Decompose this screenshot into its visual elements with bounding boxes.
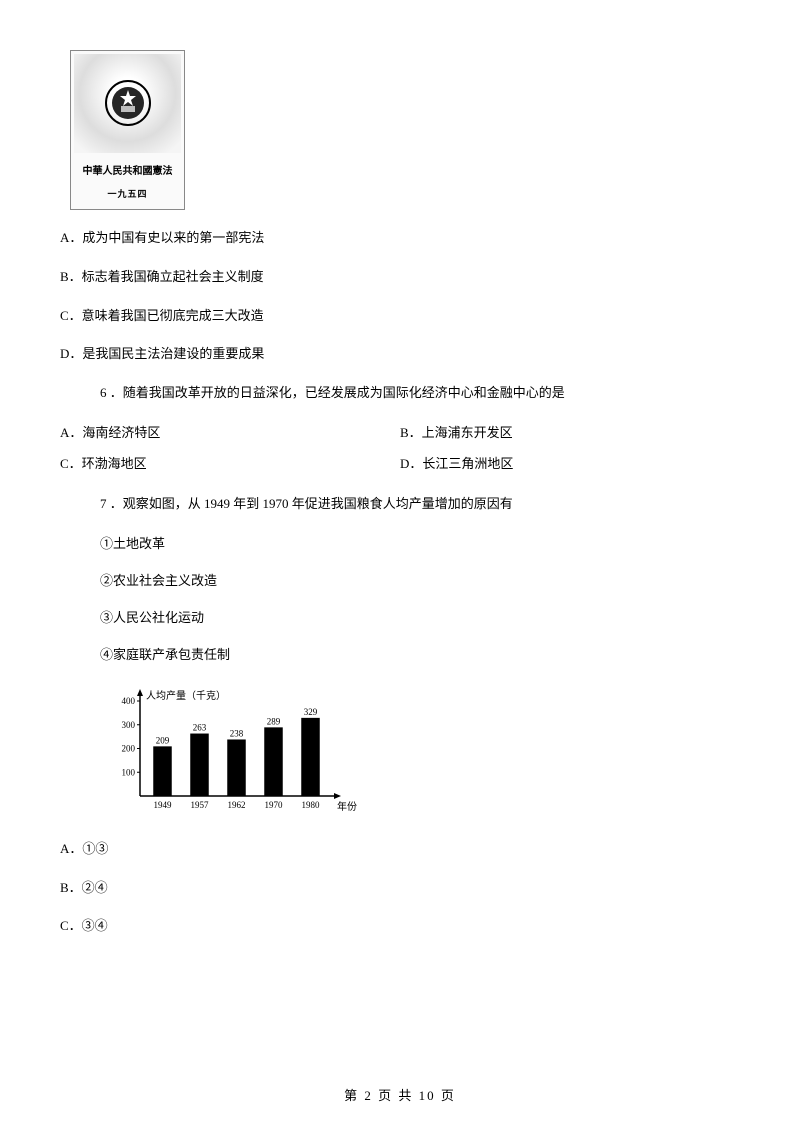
- svg-text:1980: 1980: [302, 800, 321, 810]
- svg-text:329: 329: [304, 707, 318, 717]
- q5-option-a: A．成为中国有史以来的第一部宪法: [60, 228, 740, 249]
- bar-chart-svg: 人均产量（千克） 年份 400 300 200 100 209 1949 263 1957 238 1…: [100, 681, 360, 821]
- svg-text:400: 400: [122, 696, 136, 706]
- q7-item-4: ④家庭联产承包责任制: [100, 644, 740, 663]
- q6-options: A．海南经济特区 B．上海浦东开发区 C．环渤海地区 D．长江三角洲地区: [60, 422, 740, 484]
- q7-option-b: B．②④: [60, 878, 740, 899]
- q7-item-3: ③人民公社化运动: [100, 607, 740, 626]
- q6-option-a: A．海南经济特区: [60, 422, 400, 441]
- svg-text:300: 300: [122, 720, 136, 730]
- grain-output-chart: 人均产量（千克） 年份 400 300 200 100 209 1949 263 1957 238 1…: [100, 681, 360, 821]
- svg-text:100: 100: [122, 767, 136, 777]
- emblem-container: [74, 54, 181, 153]
- q6-option-b: B．上海浦东开发区: [400, 422, 740, 441]
- constitution-title: 中華人民共和國憲法: [83, 162, 173, 177]
- q5-option-b: B．标志着我国确立起社会主义制度: [60, 267, 740, 288]
- q7-option-c: C．③④: [60, 916, 740, 937]
- svg-text:209: 209: [156, 735, 170, 745]
- q5-option-d: D．是我国民主法治建设的重要成果: [60, 344, 740, 365]
- svg-text:263: 263: [193, 722, 207, 732]
- q5-option-c: C．意味着我国已彻底完成三大改造: [60, 306, 740, 327]
- q7-option-a: A．①③: [60, 839, 740, 860]
- constitution-book-image: 中華人民共和國憲法 一九五四: [70, 50, 185, 210]
- q7-item-2: ②农业社会主义改造: [100, 570, 740, 589]
- svg-text:年份: 年份: [337, 800, 357, 813]
- svg-text:人均产量（千克）: 人均产量（千克）: [146, 689, 226, 702]
- svg-text:1962: 1962: [228, 800, 246, 810]
- q6-option-d: D．长江三角洲地区: [400, 453, 740, 472]
- q6-option-c: C．环渤海地区: [60, 453, 400, 472]
- svg-text:238: 238: [230, 728, 244, 738]
- q6-text: 6 ．随着我国改革开放的日益深化，已经发展成为国际化经济中心和金融中心的是: [100, 383, 740, 404]
- svg-text:1957: 1957: [191, 800, 210, 810]
- svg-text:1970: 1970: [265, 800, 284, 810]
- svg-text:200: 200: [122, 743, 136, 753]
- national-emblem-icon: [103, 78, 153, 128]
- page-footer: 第 2 页 共 10 页: [0, 1085, 800, 1104]
- q7-text: 7 ．观察如图，从 1949 年到 1970 年促进我国粮食人均产量增加的原因有: [100, 494, 740, 515]
- svg-text:289: 289: [267, 716, 281, 726]
- constitution-year: 一九五四: [107, 187, 147, 200]
- q7-item-1: ①土地改革: [100, 533, 740, 552]
- svg-text:1949: 1949: [154, 800, 173, 810]
